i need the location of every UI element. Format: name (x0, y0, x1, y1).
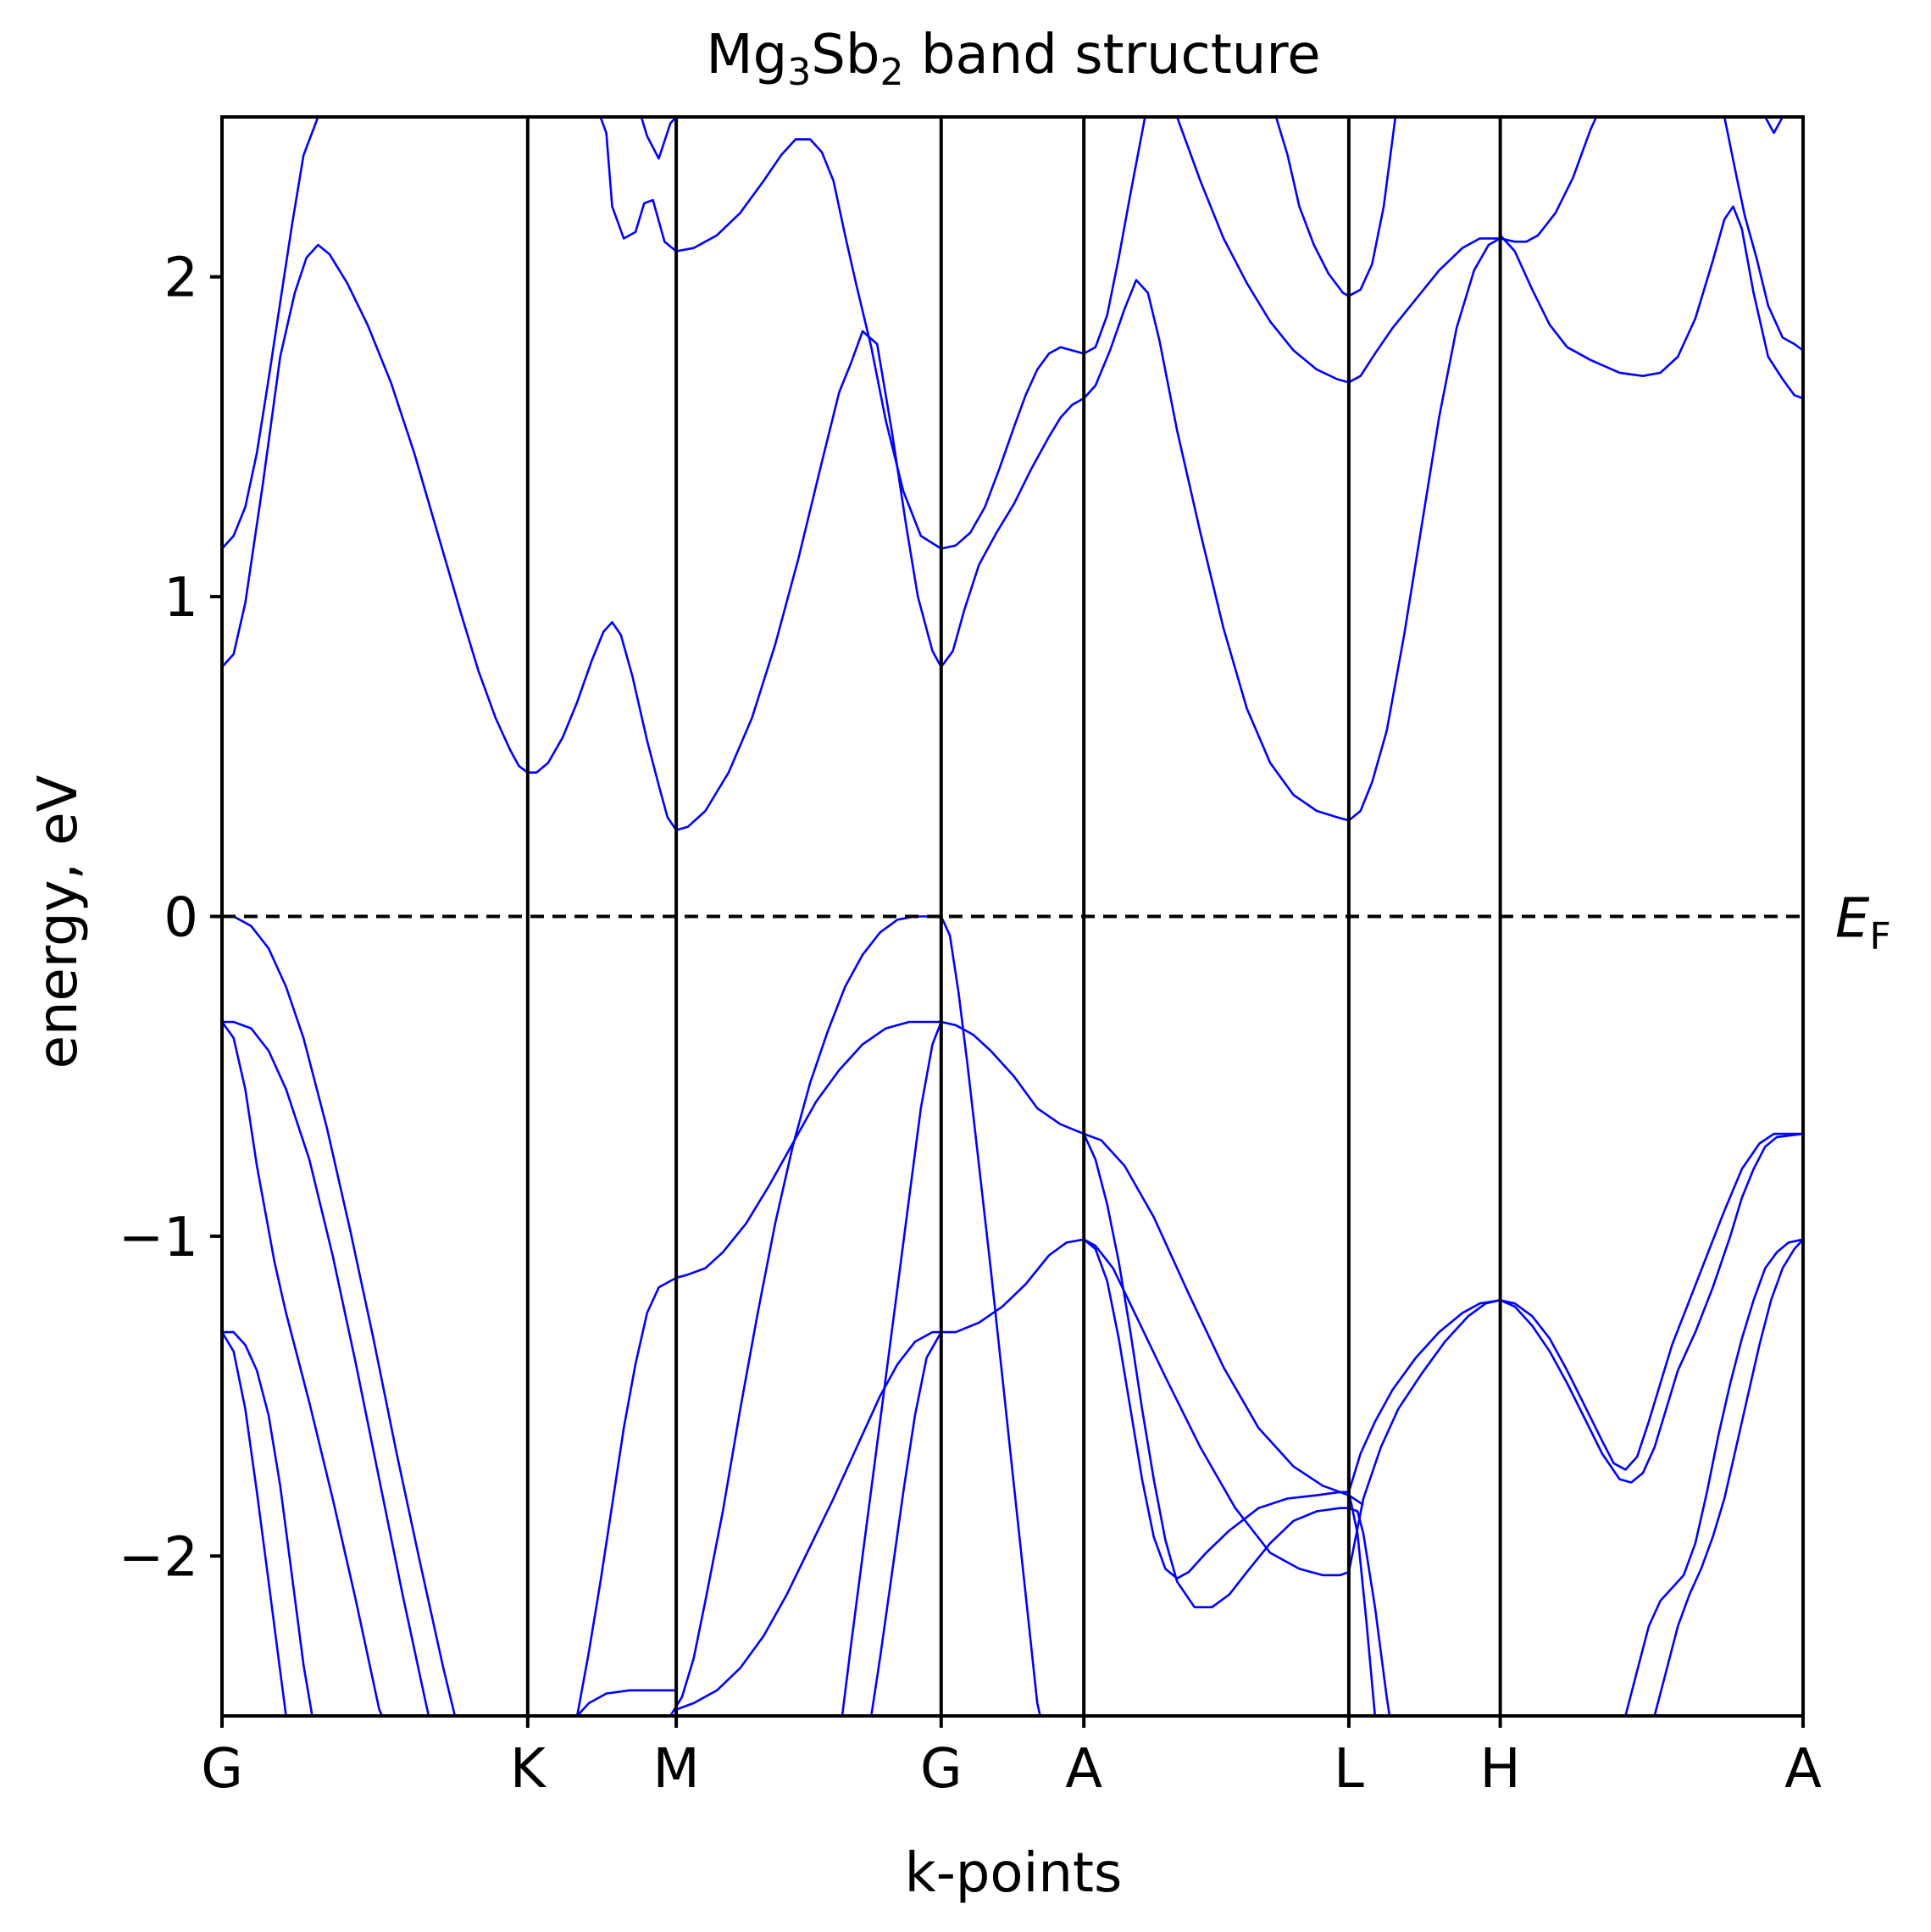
band-series-18 (576, 1689, 677, 1717)
band-series-1 (221, 237, 1501, 831)
chart-title-subscript: 3 (787, 51, 811, 94)
band-series-14 (222, 1020, 430, 1717)
band-series-23 (841, 1021, 943, 1717)
band-series-6 (599, 116, 677, 253)
band-series-2 (221, 116, 319, 550)
band-series-13 (222, 915, 457, 1717)
band-series-30 (1653, 1238, 1804, 1717)
band-series-21 (669, 915, 941, 1717)
x-tick-label-H: H (1480, 1738, 1521, 1801)
x-tick-label-A: A (1065, 1738, 1102, 1801)
y-tick-label: −2 (119, 1526, 198, 1589)
band-series-10 (1499, 205, 1804, 400)
band-series-7 (640, 116, 678, 160)
fermi-level-label-base: E (1835, 888, 1870, 951)
chart-title-part: Mg (706, 24, 787, 86)
chart-title-part: band structure (903, 24, 1320, 86)
band-series-16 (222, 1330, 314, 1717)
y-tick-label: 2 (164, 247, 198, 310)
band-series-3 (941, 116, 1146, 550)
band-series-11 (1723, 116, 1804, 352)
band-series-15 (220, 1021, 384, 1717)
y-axis-label: energy, eV (27, 774, 90, 1069)
fermi-level-label: EF (1835, 888, 1891, 958)
band-series-29 (1624, 1238, 1804, 1717)
band-series-19 (575, 1020, 1364, 1717)
fermi-level-label-subscript: F (1869, 915, 1890, 958)
x-tick-label-G: G (201, 1738, 243, 1801)
y-tick-label: −1 (119, 1207, 198, 1269)
chart-title-part: Sb (811, 24, 879, 86)
y-tick-label: 0 (164, 887, 198, 950)
band-series-8 (1175, 116, 1598, 384)
y-tick-label: 1 (164, 567, 198, 630)
band-series-4 (675, 138, 942, 550)
band-series-24 (870, 1331, 942, 1717)
band-series-17 (220, 1331, 287, 1717)
x-axis-label: k-points (905, 1842, 1123, 1905)
band-series-9 (1274, 116, 1397, 297)
chart-title: Mg3Sb2 band structure (706, 24, 1320, 94)
x-tick-label-L: L (1334, 1738, 1364, 1801)
x-tick-label-A: A (1784, 1738, 1822, 1801)
x-tick-label-M: M (652, 1738, 699, 1801)
band-series-20 (675, 1238, 1350, 1711)
y-axis-ticks: −2 −1 0 1 2 (119, 247, 222, 1589)
x-tick-label-G: G (920, 1738, 963, 1801)
chart-title-subscript: 2 (879, 51, 903, 94)
band-series-22 (940, 915, 1041, 1717)
band-series-27 (1347, 1132, 1803, 1493)
x-tick-label-K: K (510, 1738, 547, 1801)
band-series-28 (1347, 1132, 1804, 1573)
